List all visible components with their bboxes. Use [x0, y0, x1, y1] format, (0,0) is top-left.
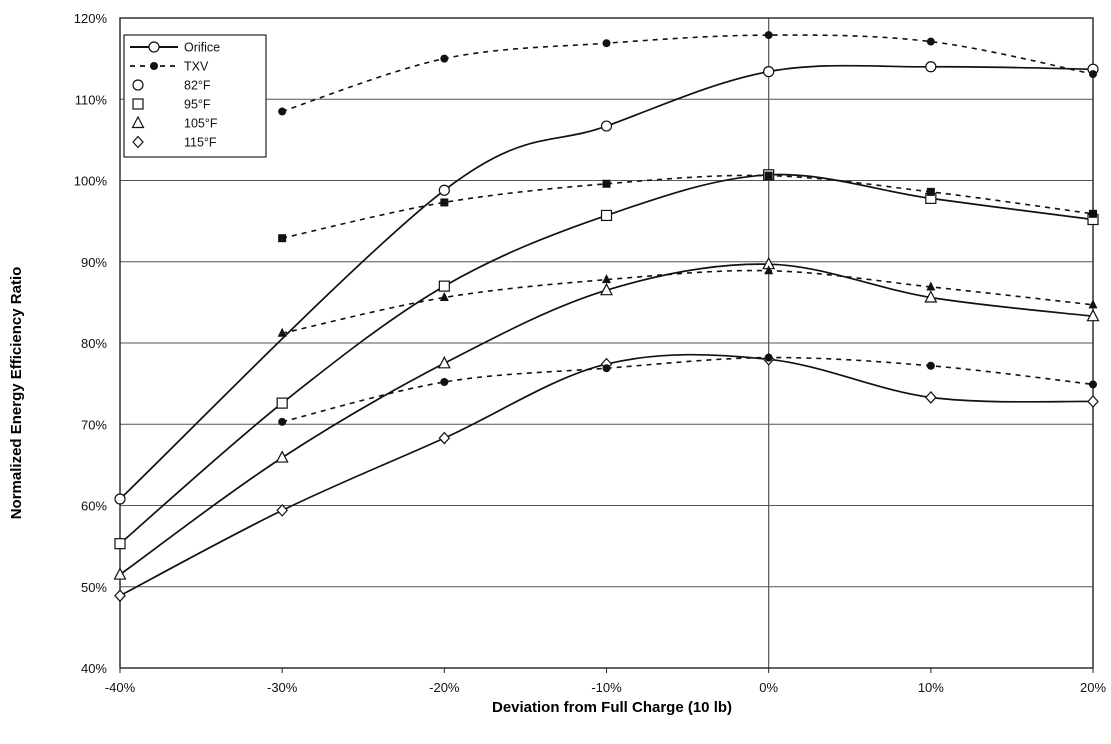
- data-point-orifice-82f: [925, 61, 937, 73]
- data-point-txv-95f: [602, 179, 611, 188]
- data-point-orifice-115f: [276, 503, 288, 517]
- data-point-orifice-115f: [925, 391, 937, 404]
- data-point-txv-82f: [602, 39, 611, 48]
- legend-swatch-marker: [131, 115, 145, 129]
- y-tick-label: 110%: [75, 92, 108, 107]
- legend-box: [123, 34, 267, 158]
- x-tick-label: -20%: [429, 680, 460, 695]
- data-point-orifice-105f: [113, 567, 127, 580]
- data-point-txv-105f: [1088, 299, 1098, 309]
- legend-item: TXV: [130, 60, 209, 74]
- legend-label: Orifice: [184, 41, 220, 55]
- legend-label: TXV: [184, 60, 209, 74]
- y-tick-label: 80%: [81, 336, 107, 351]
- legend-swatch-marker: [132, 79, 144, 91]
- x-tick-label: 10%: [918, 680, 944, 695]
- series-line-txv-105f: [282, 269, 1094, 335]
- y-tick-labels: 40% 50% 60% 70% 80% 90% 100% 110% 120%: [74, 11, 108, 676]
- data-point-txv-105f: [926, 281, 936, 291]
- data-point-txv-115f: [926, 361, 935, 370]
- data-point-txv-105f: [439, 292, 449, 301]
- data-point-orifice-82f: [114, 493, 126, 505]
- data-point-orifice-115f: [438, 431, 451, 445]
- data-point-txv-95f: [440, 198, 449, 207]
- legend-label: 105°F: [184, 117, 218, 131]
- y-axis-label: Normalized Energy Efficiency Ratio: [8, 267, 25, 520]
- legend-item: 82°F: [132, 79, 211, 93]
- series-line-txv-82f: [281, 34, 1094, 113]
- y-tick-label: 70%: [81, 417, 107, 432]
- data-point-orifice-95f: [114, 538, 126, 550]
- data-point-orifice-95f: [600, 209, 613, 222]
- legend-swatch-marker: [132, 98, 144, 110]
- x-axis-label: Deviation from Full Charge (10 lb): [492, 699, 732, 716]
- data-point-txv-95f: [1089, 209, 1097, 218]
- series-line-txv-115f: [282, 356, 1094, 423]
- data-point-txv-82f: [764, 31, 773, 40]
- data-point-orifice-82f: [763, 66, 775, 78]
- data-point-txv-95f: [926, 187, 935, 196]
- data-point-txv-82f: [1089, 70, 1097, 79]
- data-point-orifice-105f: [437, 356, 451, 369]
- y-tick-label: 40%: [81, 661, 107, 676]
- x-tick-label: 20%: [1080, 680, 1106, 695]
- data-point-orifice-95f: [438, 280, 450, 292]
- y-tick-label: 90%: [81, 255, 107, 270]
- y-tick-label: 120%: [74, 11, 108, 26]
- data-point-txv-105f: [277, 327, 287, 337]
- legend-swatch-marker: [132, 135, 144, 149]
- y-tick-label: 100%: [74, 174, 108, 189]
- data-point-txv-115f: [440, 378, 449, 386]
- legend-swatch-marker: [148, 41, 160, 53]
- legend-label: 115°F: [184, 136, 217, 150]
- data-point-orifice-115f: [1087, 395, 1099, 408]
- data-point-orifice-82f: [600, 120, 613, 132]
- data-point-txv-115f: [602, 364, 611, 373]
- legend-label: 95°F: [184, 98, 211, 112]
- data-point-orifice-82f: [438, 184, 450, 196]
- x-tick-label: -10%: [591, 680, 622, 695]
- legend-item: 115°F: [132, 135, 217, 150]
- legend-label: 82°F: [184, 79, 211, 93]
- series-line-txv-95f: [282, 174, 1094, 239]
- data-point-txv-105f: [764, 265, 774, 275]
- data-point-orifice-95f: [276, 397, 288, 409]
- data-point-orifice-105f: [1086, 308, 1100, 322]
- legend-swatch-marker: [150, 62, 158, 70]
- data-point-txv-95f: [278, 234, 287, 243]
- data-point-orifice-115f: [114, 589, 126, 603]
- legend-items: Orifice TXV 82°F 95°F 105°F 115°F: [130, 41, 220, 150]
- data-points: [113, 31, 1100, 603]
- x-tick-label: -40%: [105, 680, 136, 695]
- data-point-txv-82f: [440, 54, 449, 63]
- data-point-txv-115f: [764, 353, 773, 362]
- data-point-txv-115f: [1089, 380, 1097, 389]
- legend-item: Orifice: [130, 41, 220, 55]
- data-point-txv-82f: [926, 37, 935, 46]
- data-point-orifice-105f: [924, 290, 938, 303]
- data-point-txv-105f: [602, 274, 611, 284]
- data-point-orifice-105f: [600, 282, 613, 296]
- x-tick-label: 0%: [759, 680, 778, 695]
- legend-item: 105°F: [131, 115, 218, 131]
- y-tick-label: 60%: [81, 499, 107, 514]
- x-tick-label: -30%: [267, 680, 298, 695]
- x-tick-labels: -40% -30% -20% -10% 0% 10% 20%: [105, 668, 1106, 695]
- legend: Orifice TXV 82°F 95°F 105°F 115°F: [123, 34, 267, 158]
- y-tick-label: 50%: [81, 580, 107, 595]
- data-point-txv-95f: [764, 171, 773, 180]
- data-point-orifice-105f: [275, 450, 289, 463]
- data-point-txv-82f: [278, 107, 287, 116]
- data-point-txv-115f: [278, 417, 287, 426]
- legend-item: 95°F: [132, 98, 211, 112]
